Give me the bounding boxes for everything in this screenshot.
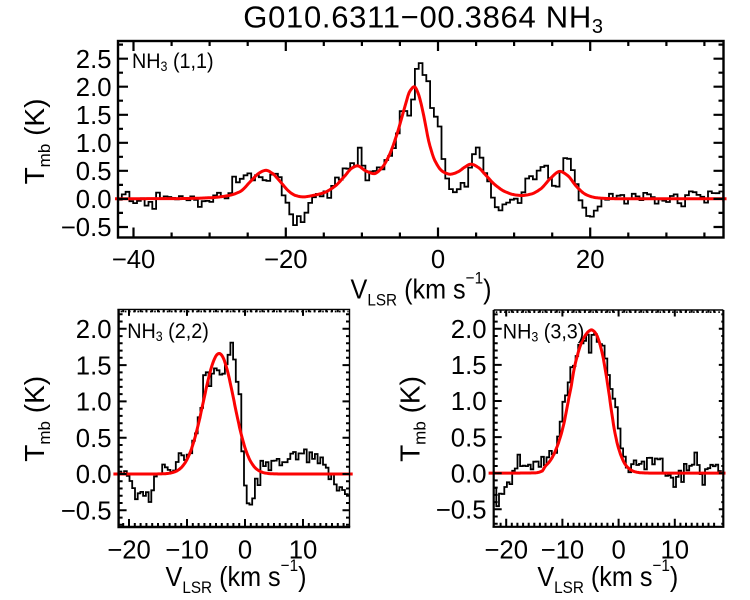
- svg-text:−20: −20: [484, 537, 528, 565]
- svg-text:0: 0: [431, 246, 445, 274]
- svg-text:−0.5: −0.5: [61, 498, 112, 526]
- svg-text:1.5: 1.5: [76, 352, 112, 380]
- svg-text:0: 0: [611, 537, 625, 565]
- svg-text:0.5: 0.5: [451, 424, 487, 452]
- svg-text:NH3 (3,3): NH3 (3,3): [503, 320, 585, 345]
- svg-text:0.5: 0.5: [76, 425, 112, 453]
- svg-text:10: 10: [289, 537, 318, 565]
- svg-text:Tmb (K): Tmb (K): [19, 99, 54, 185]
- svg-text:NH3 (1,1): NH3 (1,1): [132, 49, 214, 74]
- svg-text:2.5: 2.5: [76, 46, 112, 74]
- svg-text:2.0: 2.0: [451, 316, 487, 344]
- svg-text:1.0: 1.0: [451, 388, 487, 416]
- svg-text:−20: −20: [264, 246, 308, 274]
- svg-text:−20: −20: [107, 537, 151, 565]
- svg-text:NH3 (2,2): NH3 (2,2): [127, 319, 209, 344]
- svg-text:20: 20: [576, 246, 605, 274]
- svg-text:0.0: 0.0: [76, 186, 112, 214]
- svg-text:−0.5: −0.5: [61, 214, 112, 242]
- svg-text:Tmb (K): Tmb (K): [19, 376, 54, 462]
- svg-text:−40: −40: [112, 246, 156, 274]
- svg-text:1.5: 1.5: [76, 102, 112, 130]
- svg-text:−10: −10: [165, 537, 209, 565]
- svg-text:2.0: 2.0: [76, 316, 112, 344]
- svg-text:0: 0: [238, 537, 252, 565]
- svg-text:−0.5: −0.5: [436, 497, 487, 525]
- svg-text:Tmb (K): Tmb (K): [395, 376, 430, 462]
- svg-text:−10: −10: [541, 537, 585, 565]
- svg-text:G010.6311−00.3864 NH3: G010.6311−00.3864 NH3: [243, 0, 604, 38]
- svg-text:10: 10: [661, 537, 690, 565]
- svg-text:2.0: 2.0: [76, 74, 112, 102]
- svg-text:0.0: 0.0: [76, 461, 112, 489]
- svg-text:1.5: 1.5: [451, 352, 487, 380]
- svg-text:0.0: 0.0: [451, 460, 487, 488]
- svg-text:0.5: 0.5: [76, 158, 112, 186]
- svg-text:1.0: 1.0: [76, 389, 112, 417]
- svg-text:1.0: 1.0: [76, 130, 112, 158]
